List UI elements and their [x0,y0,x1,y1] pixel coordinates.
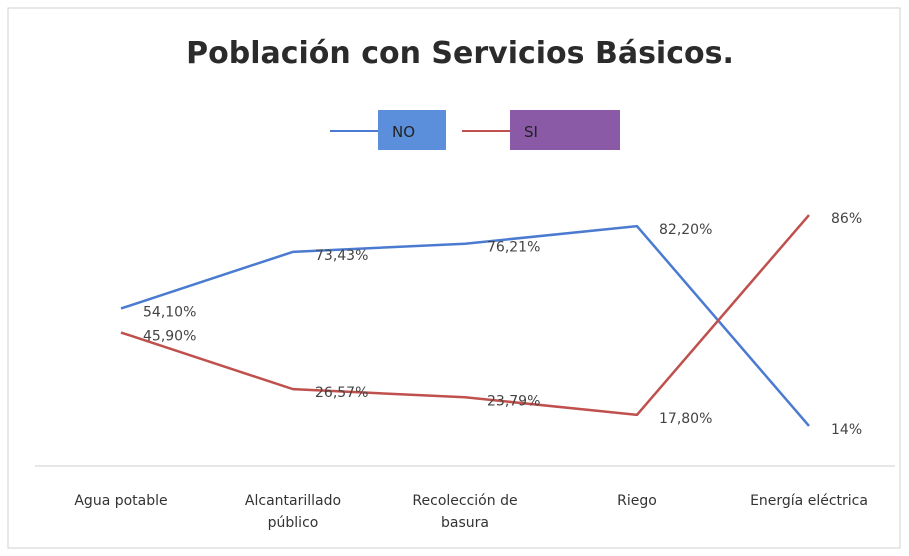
data-label: 86% [831,211,862,227]
data-label: 82,20% [659,222,712,238]
chart-title: Población con Servicios Básicos. [186,36,734,71]
series-line [120,224,810,427]
data-label: 73,43% [315,248,368,264]
series-line [120,214,810,417]
x-tick-label: Energía eléctrica [750,493,868,509]
chart-frame [7,7,901,549]
data-label: 54,10% [143,304,196,320]
data-label: 23,79% [487,393,540,409]
data-label: 45,90% [143,329,196,345]
x-tick-label: Riego [617,493,657,509]
legend-box [510,110,620,150]
legend-box [378,110,446,150]
legend-label: SI [524,123,538,141]
data-label: 26,57% [315,385,368,401]
x-tick-label: Alcantarillado público [244,493,342,531]
x-tick-label: Agua potable [74,493,168,509]
data-label: 17,80% [659,411,712,427]
data-label: 76,21% [487,240,540,256]
data-label: 14% [831,422,862,438]
legend-label: NO [392,123,415,141]
x-tick-label: Recolección de basura [412,493,518,531]
